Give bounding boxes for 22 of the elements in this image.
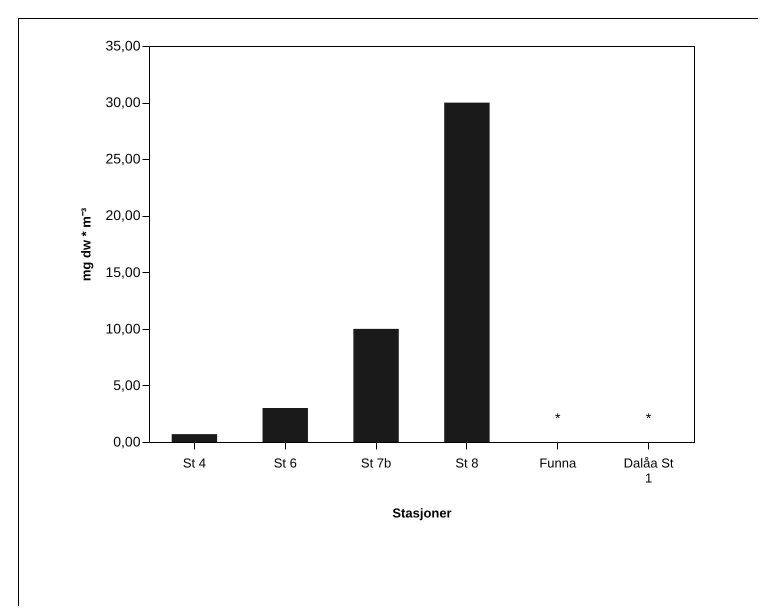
y-tick-label: 25,00 (105, 150, 141, 167)
bar (262, 408, 308, 442)
x-tick-label: St 4 (182, 456, 206, 470)
bar (172, 434, 218, 442)
y-tick-label: 0,00 (113, 434, 141, 450)
y-tick-label: 15,00 (105, 264, 141, 280)
y-tick-label: 35,00 (105, 38, 141, 54)
x-tick-label: Funna (539, 456, 577, 470)
x-tick-label: St 6 (274, 456, 297, 470)
y-tick-label: 30,00 (105, 94, 141, 110)
bar (444, 102, 490, 442)
text: * (646, 410, 652, 426)
x-axis-title: Stasjoner (392, 506, 452, 520)
y-tick-label: 5,00 (113, 376, 141, 393)
x-tick-label: Dalåa St 1 (624, 456, 674, 486)
y-tick-label: 20,00 (105, 207, 141, 224)
text: * (555, 410, 560, 426)
y-axis-title: mg dw * m⁻³ (78, 207, 94, 282)
x-tick-label: St 8 (455, 456, 478, 470)
bar (353, 328, 399, 442)
x-tick-label: St 7b (360, 456, 392, 470)
y-tick-label: 10,00 (105, 320, 141, 336)
